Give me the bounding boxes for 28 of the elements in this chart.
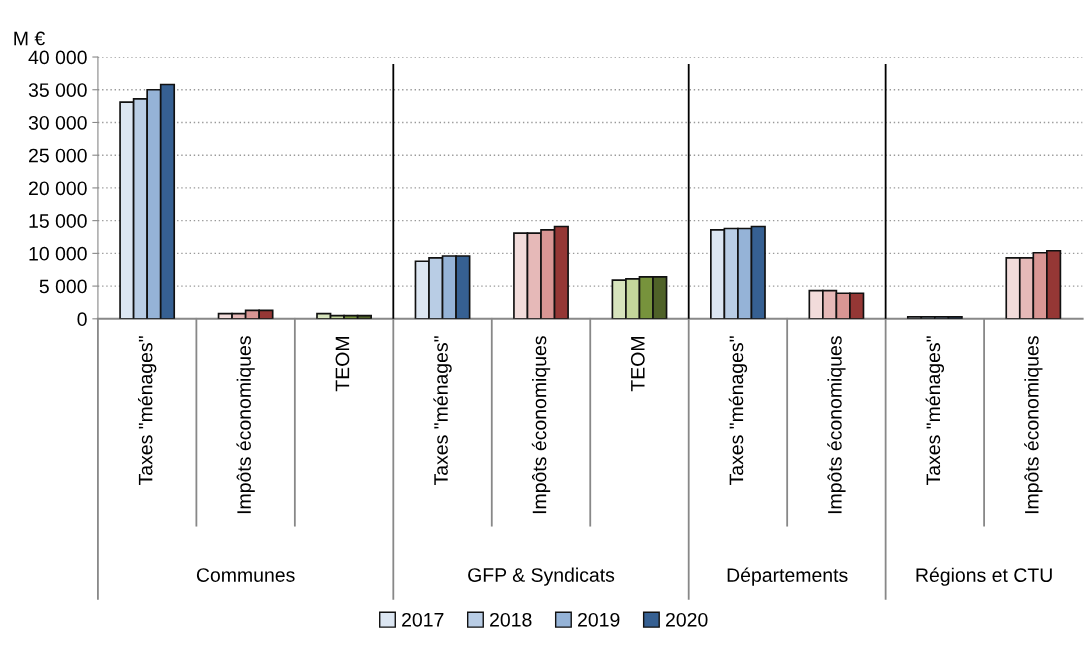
y-tick-label: 0 xyxy=(77,312,87,327)
y-axis-title: M € xyxy=(14,31,45,46)
y-tick-label: 20 000 xyxy=(29,181,87,196)
text: Régions et CTU xyxy=(916,567,1052,586)
y-tick-label: 35 000 xyxy=(28,83,87,97)
x-tick-label: Impôts économiques xyxy=(531,336,551,514)
text: Départements xyxy=(727,567,848,586)
x-tick-label: Impôts économiques xyxy=(1024,336,1043,514)
y-tick-label: 25 000 xyxy=(29,148,87,163)
x-tick-label: TEOM xyxy=(335,337,350,392)
x-tick-label: Taxes "ménages" xyxy=(433,336,452,486)
x-tick-label: Taxes "ménages" xyxy=(925,336,945,486)
y-tick-label: 40 000 xyxy=(28,50,87,65)
legend-label: 2020 xyxy=(666,612,708,627)
legend-label: 2019 xyxy=(578,612,620,627)
y-tick-label: 15 000 xyxy=(29,214,87,228)
text: Communes xyxy=(196,568,295,582)
legend-label: 2018 xyxy=(490,612,532,627)
x-tick-label: TEOM xyxy=(630,337,645,392)
legend-label: 2017 xyxy=(402,612,444,627)
y-tick-label: 5 000 xyxy=(39,279,87,294)
text: GFP & Syndicats xyxy=(468,567,615,586)
y-tick-label: 30 000 xyxy=(28,115,87,130)
x-tick-label: Taxes "ménages" xyxy=(728,336,748,486)
x-tick-label: Impôts économiques xyxy=(236,336,255,514)
x-tick-label: Taxes "ménages" xyxy=(137,336,157,486)
x-tick-label: Impôts économiques xyxy=(827,336,846,514)
y-tick-label: 10 000 xyxy=(29,246,87,261)
